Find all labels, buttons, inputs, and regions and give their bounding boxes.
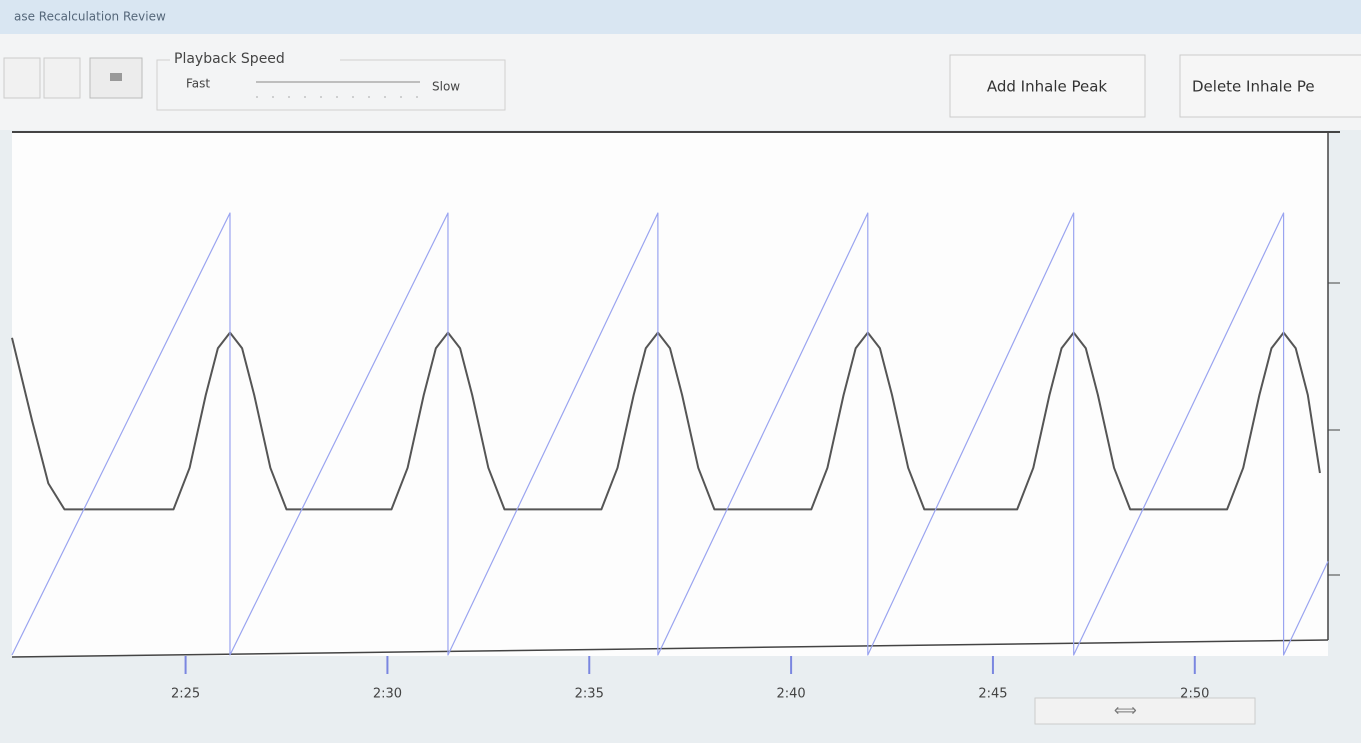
x-tick-label: 2:35: [575, 687, 604, 702]
plot-area: [12, 132, 1328, 656]
group-label: Playback Speed: [174, 51, 285, 67]
fast-label: Fast: [186, 77, 210, 91]
slow-label: Slow: [432, 80, 460, 94]
screen: ase Recalculation Review Playback Speed …: [0, 0, 1361, 739]
stop-icon: [110, 73, 122, 81]
page: ase Recalculation Review Playback Speed …: [0, 0, 1361, 739]
prev-button[interactable]: [4, 58, 40, 98]
pause-button[interactable]: [44, 58, 80, 98]
x-tick-label: 2:45: [978, 687, 1007, 702]
button-label: Delete Inhale Pe: [1192, 78, 1315, 96]
button-label: Add Inhale Peak: [987, 78, 1108, 96]
scrollbar-thumb[interactable]: [1035, 698, 1255, 724]
title-bar: [0, 0, 1361, 34]
scroll-icon: ⟺: [1114, 701, 1137, 720]
x-tick-label: 2:40: [777, 687, 806, 702]
window-title: ase Recalculation Review: [14, 10, 166, 24]
x-tick-label: 2:30: [373, 687, 402, 702]
x-tick-label: 2:25: [171, 687, 200, 702]
x-tick-label: 2:50: [1180, 687, 1209, 702]
